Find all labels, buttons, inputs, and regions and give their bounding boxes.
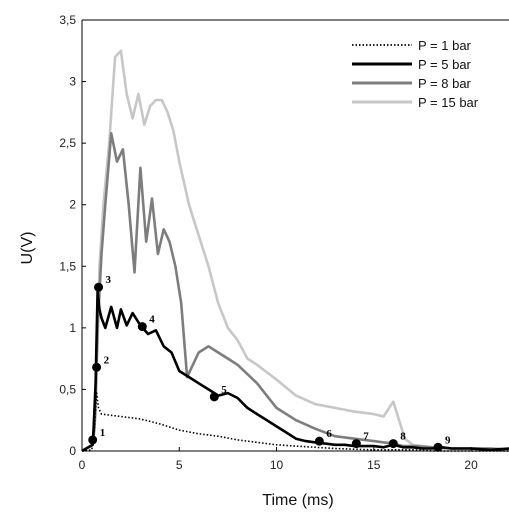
x-tick-label: 0 xyxy=(79,458,86,472)
y-axis-title: U(V) xyxy=(19,232,36,265)
y-tick-label: 3,5 xyxy=(59,13,76,27)
annotation-label: 4 xyxy=(149,314,155,326)
annotation-marker xyxy=(433,442,443,452)
x-tick-label: 15 xyxy=(367,458,381,472)
annotation-marker xyxy=(137,322,147,332)
annotation-marker xyxy=(314,436,324,446)
legend-label: P = 8 bar xyxy=(418,76,472,91)
annotation-label: 5 xyxy=(221,384,227,396)
annotation-label: 1 xyxy=(100,427,106,439)
y-tick-label: 3 xyxy=(69,75,76,89)
annotation-label: 6 xyxy=(326,428,332,440)
legend: P = 1 bar P = 5 bar P = 8 bar P = 15 bar xyxy=(352,38,479,110)
y-tick-label: 0 xyxy=(69,444,76,458)
x-tick-label: 10 xyxy=(270,458,284,472)
y-tick-label: 2 xyxy=(69,198,76,212)
annotation-label: 3 xyxy=(106,274,112,286)
y-tick-label: 1,5 xyxy=(59,259,76,273)
series-layer xyxy=(81,49,509,453)
series-line-p-15-bar xyxy=(81,49,509,453)
annotation-marker xyxy=(388,439,398,449)
y-tick-label: 0,5 xyxy=(59,382,76,396)
series-line-p-8-bar xyxy=(81,132,509,453)
y-tick-label: 2,5 xyxy=(59,136,76,150)
legend-label: P = 1 bar xyxy=(418,38,472,53)
annotation-markers: 1 2 3 4 5 6 7 8 9 xyxy=(88,274,451,452)
annotation-marker xyxy=(94,282,104,292)
legend-label: P = 15 bar xyxy=(418,95,479,110)
legend-label: P = 5 bar xyxy=(418,57,472,72)
series-line-p-5-bar xyxy=(81,289,509,453)
series-line-p-1-bar xyxy=(81,392,509,452)
x-axis-title: Time (ms) xyxy=(262,492,333,509)
annotation-marker xyxy=(88,435,98,445)
annotation-label: 8 xyxy=(400,431,406,443)
annotation-marker xyxy=(92,362,102,372)
annotation-label: 9 xyxy=(445,434,451,446)
x-tick-label: 5 xyxy=(176,458,183,472)
x-tick-label: 20 xyxy=(464,458,478,472)
annotation-label: 2 xyxy=(104,354,110,366)
annotation-label: 7 xyxy=(363,431,369,443)
y-tick-label: 1 xyxy=(69,321,76,335)
annotation-marker xyxy=(351,439,361,449)
annotation-marker xyxy=(209,392,219,402)
